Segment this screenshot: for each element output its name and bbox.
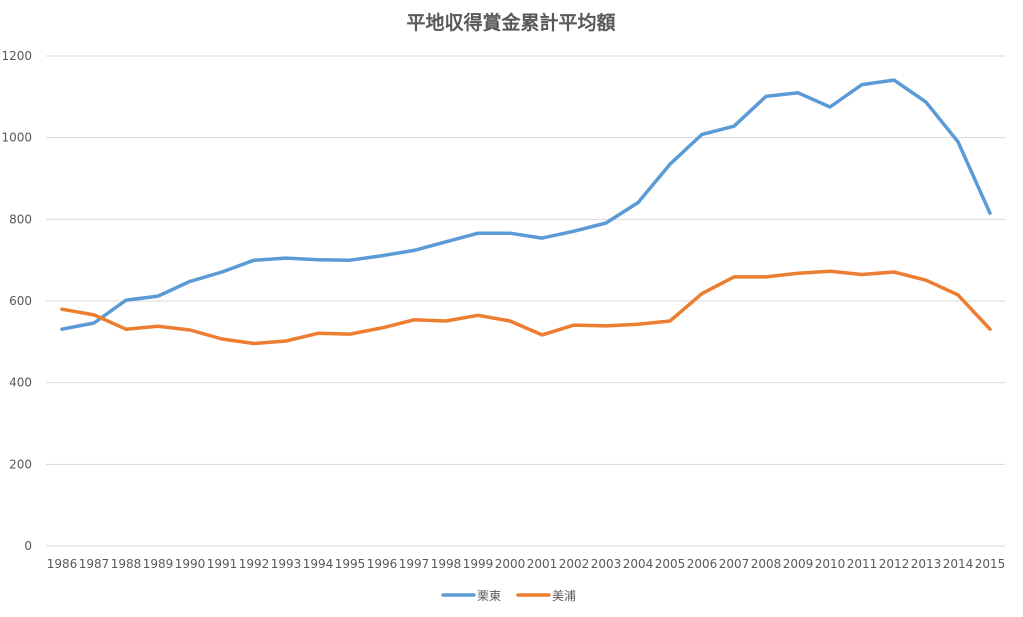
x-tick-label: 2000 bbox=[495, 557, 526, 571]
x-tick-label: 2001 bbox=[527, 557, 558, 571]
y-tick-label: 800 bbox=[9, 212, 32, 226]
x-tick-label: 2008 bbox=[751, 557, 782, 571]
x-tick-label: 1992 bbox=[239, 557, 270, 571]
x-tick-label: 2005 bbox=[655, 557, 686, 571]
x-tick-label: 2012 bbox=[879, 557, 910, 571]
chart-title: 平地収得賞金累計平均額 bbox=[406, 11, 615, 34]
y-axis-ticks: 0 200 400 600 800 1000 1200 bbox=[1, 49, 32, 553]
y-tick-label: 400 bbox=[9, 376, 32, 390]
x-tick-label: 1987 bbox=[79, 557, 110, 571]
x-tick-label: 1986 bbox=[47, 557, 78, 571]
x-tick-label: 1994 bbox=[303, 557, 334, 571]
series-line-1 bbox=[60, 269, 992, 346]
x-tick-label: 1999 bbox=[463, 557, 494, 571]
x-tick-label: 2010 bbox=[815, 557, 846, 571]
x-tick-label: 1991 bbox=[207, 557, 238, 571]
x-tick-label: 1996 bbox=[367, 557, 398, 571]
series-line-0 bbox=[60, 78, 992, 331]
x-tick-label: 1988 bbox=[111, 557, 142, 571]
y-tick-label: 200 bbox=[9, 457, 32, 471]
x-tick-label: 1989 bbox=[143, 557, 174, 571]
legend-label-ritto: 栗東 bbox=[477, 589, 501, 603]
x-tick-label: 2015 bbox=[975, 557, 1006, 571]
y-tick-label: 1200 bbox=[1, 49, 32, 63]
x-tick-label: 1993 bbox=[271, 557, 302, 571]
y-tick-label: 0 bbox=[24, 539, 32, 553]
legend-label-miho: 美浦 bbox=[552, 589, 576, 603]
x-tick-label: 1998 bbox=[431, 557, 462, 571]
x-tick-label: 1995 bbox=[335, 557, 366, 571]
x-tick-label: 2014 bbox=[943, 557, 974, 571]
legend: 栗東 美浦 bbox=[441, 589, 576, 603]
x-tick-label: 2007 bbox=[719, 557, 750, 571]
x-tick-label: 2006 bbox=[687, 557, 718, 571]
series-lines bbox=[60, 78, 992, 346]
x-tick-label: 2009 bbox=[783, 557, 814, 571]
x-tick-label: 2002 bbox=[559, 557, 590, 571]
x-tick-label: 1990 bbox=[175, 557, 206, 571]
x-axis-ticks: 1986 1987 1988 1989 1990 1991 1992 1993 1994 1995… bbox=[47, 557, 1006, 571]
y-tick-label: 1000 bbox=[1, 131, 32, 145]
y-tick-label: 600 bbox=[9, 294, 32, 308]
x-tick-label: 2004 bbox=[623, 557, 654, 571]
x-tick-label: 1997 bbox=[399, 557, 430, 571]
x-tick-label: 2013 bbox=[911, 557, 942, 571]
gridlines bbox=[46, 55, 1005, 547]
x-tick-label: 2011 bbox=[847, 557, 878, 571]
x-tick-label: 2003 bbox=[591, 557, 622, 571]
